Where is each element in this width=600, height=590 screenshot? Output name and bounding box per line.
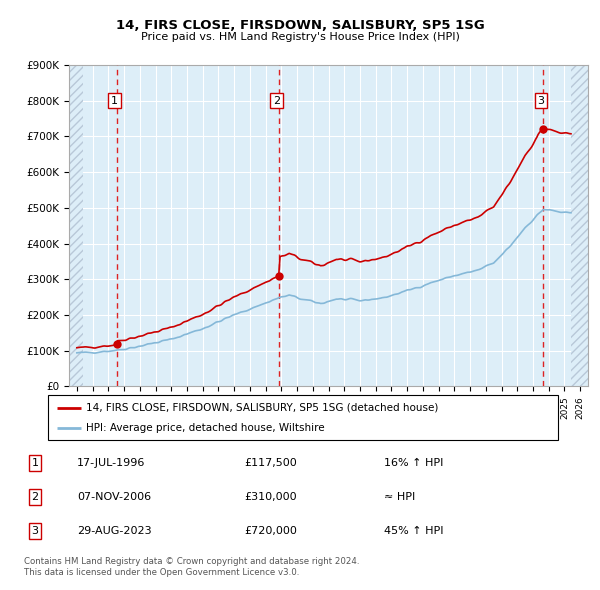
Bar <box>571 65 588 386</box>
Bar <box>69 65 83 386</box>
Text: ≈ HPI: ≈ HPI <box>384 492 415 502</box>
Text: Price paid vs. HM Land Registry's House Price Index (HPI): Price paid vs. HM Land Registry's House … <box>140 32 460 42</box>
Text: 2: 2 <box>273 96 280 106</box>
Text: 3: 3 <box>538 96 544 106</box>
Text: 14, FIRS CLOSE, FIRSDOWN, SALISBURY, SP5 1SG (detached house): 14, FIRS CLOSE, FIRSDOWN, SALISBURY, SP5… <box>86 403 439 412</box>
Text: 29-AUG-2023: 29-AUG-2023 <box>77 526 151 536</box>
Text: £117,500: £117,500 <box>244 458 297 468</box>
Text: £310,000: £310,000 <box>244 492 297 502</box>
Text: This data is licensed under the Open Government Licence v3.0.: This data is licensed under the Open Gov… <box>24 568 299 577</box>
Text: 45% ↑ HPI: 45% ↑ HPI <box>384 526 443 536</box>
Text: £720,000: £720,000 <box>244 526 297 536</box>
Text: HPI: Average price, detached house, Wiltshire: HPI: Average price, detached house, Wilt… <box>86 424 325 434</box>
Text: 2: 2 <box>31 492 38 502</box>
Text: Contains HM Land Registry data © Crown copyright and database right 2024.: Contains HM Land Registry data © Crown c… <box>24 557 359 566</box>
FancyBboxPatch shape <box>48 395 558 440</box>
Text: 17-JUL-1996: 17-JUL-1996 <box>77 458 145 468</box>
Text: 1: 1 <box>31 458 38 468</box>
Text: 14, FIRS CLOSE, FIRSDOWN, SALISBURY, SP5 1SG: 14, FIRS CLOSE, FIRSDOWN, SALISBURY, SP5… <box>116 19 484 32</box>
Text: 1: 1 <box>111 96 118 106</box>
Text: 07-NOV-2006: 07-NOV-2006 <box>77 492 151 502</box>
Text: 3: 3 <box>31 526 38 536</box>
Text: 16% ↑ HPI: 16% ↑ HPI <box>384 458 443 468</box>
